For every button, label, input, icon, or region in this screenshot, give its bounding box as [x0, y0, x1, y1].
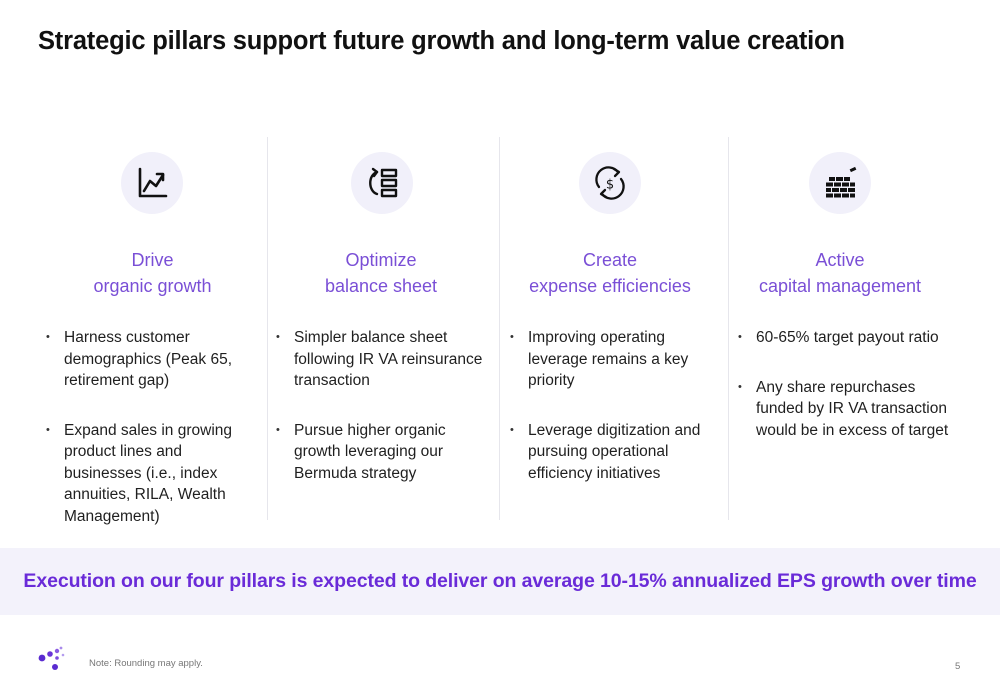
bullet-list: 60-65% target payout ratio Any share rep…: [738, 327, 953, 469]
page-number: 5: [955, 661, 961, 672]
bullet-item: Leverage digitization and pursuing opera…: [510, 420, 725, 485]
pillar-heading: Drive organic growth: [93, 250, 212, 296]
banner-text: Execution on our four pillars is expecte…: [23, 570, 977, 592]
footnote: Note: Rounding may apply.: [89, 658, 203, 669]
growth-chart-icon: [121, 152, 183, 214]
column-divider: [728, 137, 729, 520]
bullet-item: Harness customer demographics (Peak 65, …: [46, 327, 251, 392]
balance-sheet-icon: [351, 152, 413, 214]
brick-wall-icon: [809, 152, 871, 214]
bullet-item: 60-65% target payout ratio: [738, 327, 953, 349]
summary-banner: Execution on our four pillars is expecte…: [0, 548, 1000, 615]
bullet-item: Any share repurchases funded by IR VA tr…: [738, 377, 953, 442]
slide-title: Strategic pillars support future growth …: [38, 27, 845, 55]
svg-text:$: $: [606, 178, 614, 193]
bullet-list: Simpler balance sheet following IR VA re…: [276, 327, 490, 512]
bullet-item: Simpler balance sheet following IR VA re…: [276, 327, 490, 392]
pillar-heading: Create expense efficiencies: [529, 250, 691, 296]
dollar-cycle-icon: $: [579, 152, 641, 214]
bullet-list: Harness customer demographics (Peak 65, …: [46, 327, 251, 555]
column-divider: [267, 137, 268, 520]
pillar-heading: Active capital management: [758, 250, 922, 296]
column-divider: [499, 137, 500, 520]
bullet-item: Improving operating leverage remains a k…: [510, 327, 725, 392]
pillars-section: Drive organic growth Harness customer de…: [0, 0, 1000, 540]
pillar-heading: Optimize balance sheet: [324, 250, 438, 296]
bullet-item: Expand sales in growing product lines an…: [46, 420, 251, 528]
bullet-list: Improving operating leverage remains a k…: [510, 327, 725, 512]
bullet-item: Pursue higher organic growth leveraging …: [276, 420, 490, 485]
company-logo-icon: [38, 646, 65, 670]
